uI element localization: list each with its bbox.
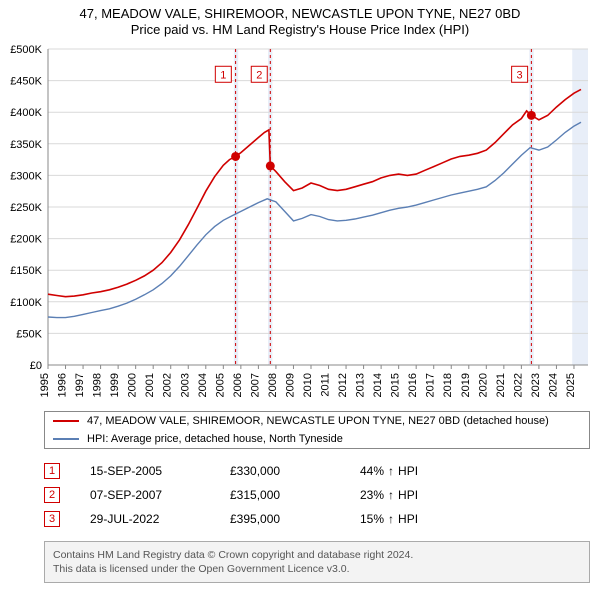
sale-badge-3: 3 [44, 511, 60, 527]
table-row: 2 07-SEP-2007 £315,000 23%↑HPI [44, 483, 590, 507]
svg-text:2007: 2007 [249, 373, 261, 397]
svg-text:2025: 2025 [565, 373, 577, 397]
sale-badge-1: 1 [44, 463, 60, 479]
table-row: 3 29-JUL-2022 £395,000 15%↑HPI [44, 507, 590, 531]
svg-text:2015: 2015 [390, 373, 402, 397]
sale-price-3: £395,000 [230, 512, 360, 526]
legend-row-0: 47, MEADOW VALE, SHIREMOOR, NEWCASTLE UP… [45, 412, 589, 430]
svg-text:2016: 2016 [407, 373, 419, 397]
svg-text:2018: 2018 [442, 373, 454, 397]
svg-text:2009: 2009 [284, 373, 296, 397]
svg-text:2001: 2001 [144, 373, 156, 397]
svg-text:2012: 2012 [337, 373, 349, 397]
sale-price-1: £330,000 [230, 464, 360, 478]
legend: 47, MEADOW VALE, SHIREMOOR, NEWCASTLE UP… [44, 411, 590, 449]
legend-label-1: HPI: Average price, detached house, Nort… [87, 433, 343, 445]
svg-text:2021: 2021 [495, 372, 507, 396]
sale-date-1: 15-SEP-2005 [90, 464, 230, 478]
svg-text:£300K: £300K [10, 170, 42, 182]
sale-badge-2: 2 [44, 487, 60, 503]
svg-text:2023: 2023 [530, 373, 542, 397]
svg-text:2022: 2022 [512, 373, 524, 397]
svg-text:2003: 2003 [179, 373, 191, 397]
svg-text:1996: 1996 [57, 373, 69, 397]
svg-text:£450K: £450K [10, 75, 42, 87]
sale-delta-3: 15%↑HPI [360, 512, 418, 526]
svg-text:2006: 2006 [232, 373, 244, 397]
sale-date-3: 29-JUL-2022 [90, 512, 230, 526]
legend-label-0: 47, MEADOW VALE, SHIREMOOR, NEWCASTLE UP… [87, 415, 549, 427]
svg-text:3: 3 [517, 69, 523, 81]
legend-swatch-1 [53, 438, 79, 440]
svg-text:£200K: £200K [10, 233, 42, 245]
svg-text:1: 1 [220, 69, 226, 81]
svg-text:2000: 2000 [127, 373, 139, 397]
arrow-up-icon: ↑ [388, 512, 394, 526]
footer-line-1: Contains HM Land Registry data © Crown c… [53, 548, 581, 562]
svg-text:£250K: £250K [10, 202, 42, 214]
footer: Contains HM Land Registry data © Crown c… [44, 541, 590, 583]
svg-text:2014: 2014 [372, 373, 384, 397]
svg-text:1999: 1999 [109, 373, 121, 397]
svg-text:1995: 1995 [39, 373, 51, 397]
title-line-1: 47, MEADOW VALE, SHIREMOOR, NEWCASTLE UP… [0, 6, 600, 22]
svg-text:£350K: £350K [10, 138, 42, 150]
svg-text:£100K: £100K [10, 296, 42, 308]
svg-text:2002: 2002 [162, 373, 174, 397]
legend-swatch-0 [53, 420, 79, 422]
svg-text:2024: 2024 [547, 373, 559, 397]
svg-text:2020: 2020 [477, 373, 489, 397]
svg-text:2004: 2004 [197, 373, 209, 397]
sale-delta-2: 23%↑HPI [360, 488, 418, 502]
title-block: 47, MEADOW VALE, SHIREMOOR, NEWCASTLE UP… [0, 0, 600, 43]
sale-price-2: £315,000 [230, 488, 360, 502]
svg-text:£0: £0 [30, 360, 42, 372]
svg-text:£50K: £50K [16, 328, 42, 340]
table-row: 1 15-SEP-2005 £330,000 44%↑HPI [44, 459, 590, 483]
svg-text:£400K: £400K [10, 107, 42, 119]
legend-row-1: HPI: Average price, detached house, Nort… [45, 430, 589, 448]
svg-text:2019: 2019 [460, 373, 472, 397]
sale-delta-1: 44%↑HPI [360, 464, 418, 478]
footer-line-2: This data is licensed under the Open Gov… [53, 562, 581, 576]
svg-text:£150K: £150K [10, 265, 42, 277]
svg-text:1997: 1997 [74, 373, 86, 397]
svg-text:2017: 2017 [425, 373, 437, 397]
price-chart: £0 £50K £100K £150K £200K £250K £300K £350K £400… [0, 43, 600, 403]
arrow-up-icon: ↑ [388, 488, 394, 502]
svg-text:2010: 2010 [302, 373, 314, 397]
arrow-up-icon: ↑ [388, 464, 394, 478]
svg-text:2011: 2011 [320, 373, 332, 397]
svg-text:2008: 2008 [267, 373, 279, 397]
sale-date-2: 07-SEP-2007 [90, 488, 230, 502]
page-root: 47, MEADOW VALE, SHIREMOOR, NEWCASTLE UP… [0, 0, 600, 583]
svg-text:1998: 1998 [92, 373, 104, 397]
svg-text:2013: 2013 [355, 373, 367, 397]
chart-svg: £0 £50K £100K £150K £200K £250K £300K £350K £400… [0, 43, 600, 403]
svg-text:2005: 2005 [214, 373, 226, 397]
svg-text:2: 2 [256, 69, 262, 81]
svg-text:£500K: £500K [10, 44, 42, 56]
title-line-2: Price paid vs. HM Land Registry's House … [0, 22, 600, 38]
sales-table: 1 15-SEP-2005 £330,000 44%↑HPI 2 07-SEP-… [44, 459, 590, 531]
